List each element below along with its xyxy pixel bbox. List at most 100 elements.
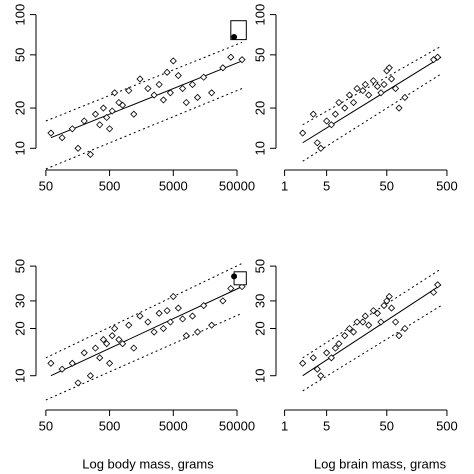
- x-tick-label: 50000: [219, 418, 255, 433]
- point: [323, 349, 331, 357]
- point: [150, 91, 158, 99]
- point: [125, 87, 133, 95]
- point: [430, 288, 438, 296]
- point: [200, 73, 208, 81]
- point: [163, 68, 171, 76]
- upper-band: [302, 45, 442, 126]
- point: [115, 336, 123, 344]
- point: [208, 89, 216, 97]
- point: [119, 340, 127, 348]
- point: [159, 96, 167, 104]
- point: [238, 56, 246, 64]
- point: [299, 129, 307, 137]
- point: [119, 101, 127, 109]
- fit-line: [302, 284, 442, 377]
- y-tick-label: 50: [252, 259, 267, 273]
- y-tick-label: 100: [12, 4, 27, 26]
- point: [86, 150, 94, 158]
- point: [74, 379, 82, 387]
- point: [227, 53, 235, 61]
- lower-band: [302, 305, 442, 392]
- point: [385, 64, 393, 72]
- point: [125, 321, 133, 329]
- point: [47, 359, 55, 367]
- point: [96, 354, 104, 362]
- point: [58, 365, 66, 373]
- point: [341, 104, 349, 112]
- point: [361, 312, 369, 320]
- point: [188, 80, 197, 89]
- x-tick-label: 5000: [159, 178, 188, 193]
- point: [159, 324, 167, 333]
- point: [385, 292, 393, 301]
- point: [331, 110, 339, 118]
- point: [395, 104, 403, 112]
- point: [309, 354, 317, 362]
- point: [365, 321, 373, 329]
- point: [155, 80, 163, 89]
- point: [345, 324, 354, 333]
- point: [150, 328, 158, 336]
- x-tick-label: 1: [281, 418, 288, 433]
- point: [99, 104, 107, 112]
- x-tick-label: 50000: [219, 178, 255, 193]
- x-tick-label: 500: [99, 178, 121, 193]
- point: [108, 332, 116, 340]
- y-tick-label: 100: [252, 4, 267, 26]
- x-tick-label: 1: [281, 178, 288, 193]
- point: [103, 340, 111, 348]
- point: [377, 89, 385, 97]
- point: [349, 328, 358, 336]
- x-tick-label: 5000: [159, 418, 188, 433]
- x-tick-label: 5: [323, 418, 330, 433]
- y-tick-label: 10: [12, 368, 27, 382]
- point: [106, 125, 114, 133]
- point: [359, 318, 367, 326]
- y-tick-label: 20: [12, 101, 27, 115]
- point: [188, 312, 197, 320]
- point: [380, 302, 388, 310]
- point: [219, 297, 227, 305]
- point: [323, 117, 331, 125]
- point: [166, 318, 174, 326]
- point: [155, 309, 163, 317]
- y-tick-label: 10: [252, 141, 267, 155]
- point: [373, 309, 382, 317]
- point: [193, 93, 202, 102]
- fit-line: [302, 56, 442, 144]
- point: [349, 98, 358, 107]
- point: [353, 318, 361, 326]
- lower-band: [302, 73, 442, 162]
- point: [200, 302, 208, 310]
- point: [179, 315, 187, 323]
- point: [144, 318, 152, 326]
- point: [182, 332, 190, 340]
- point: [391, 318, 400, 326]
- point: [313, 139, 321, 147]
- y-tick-label: 10: [12, 141, 27, 155]
- upper-band: [45, 41, 243, 122]
- point: [96, 121, 104, 129]
- point: [387, 75, 396, 83]
- x-tick-label: 500: [436, 418, 458, 433]
- point: [335, 340, 343, 348]
- point: [91, 344, 100, 352]
- point: [369, 307, 377, 315]
- point: [111, 89, 119, 97]
- point: [313, 365, 321, 373]
- point: [345, 91, 354, 99]
- point: [317, 144, 325, 152]
- point: [130, 110, 138, 118]
- point: [91, 110, 100, 118]
- x-tick-label: 50: [39, 178, 53, 193]
- point: [80, 349, 88, 357]
- point: [103, 113, 111, 122]
- x-tick-label: 500: [436, 178, 458, 193]
- point: [169, 57, 177, 65]
- point: [380, 80, 388, 89]
- point: [136, 312, 144, 320]
- upper-band: [45, 262, 243, 359]
- point: [395, 332, 403, 340]
- point: [377, 318, 385, 326]
- point: [391, 84, 400, 93]
